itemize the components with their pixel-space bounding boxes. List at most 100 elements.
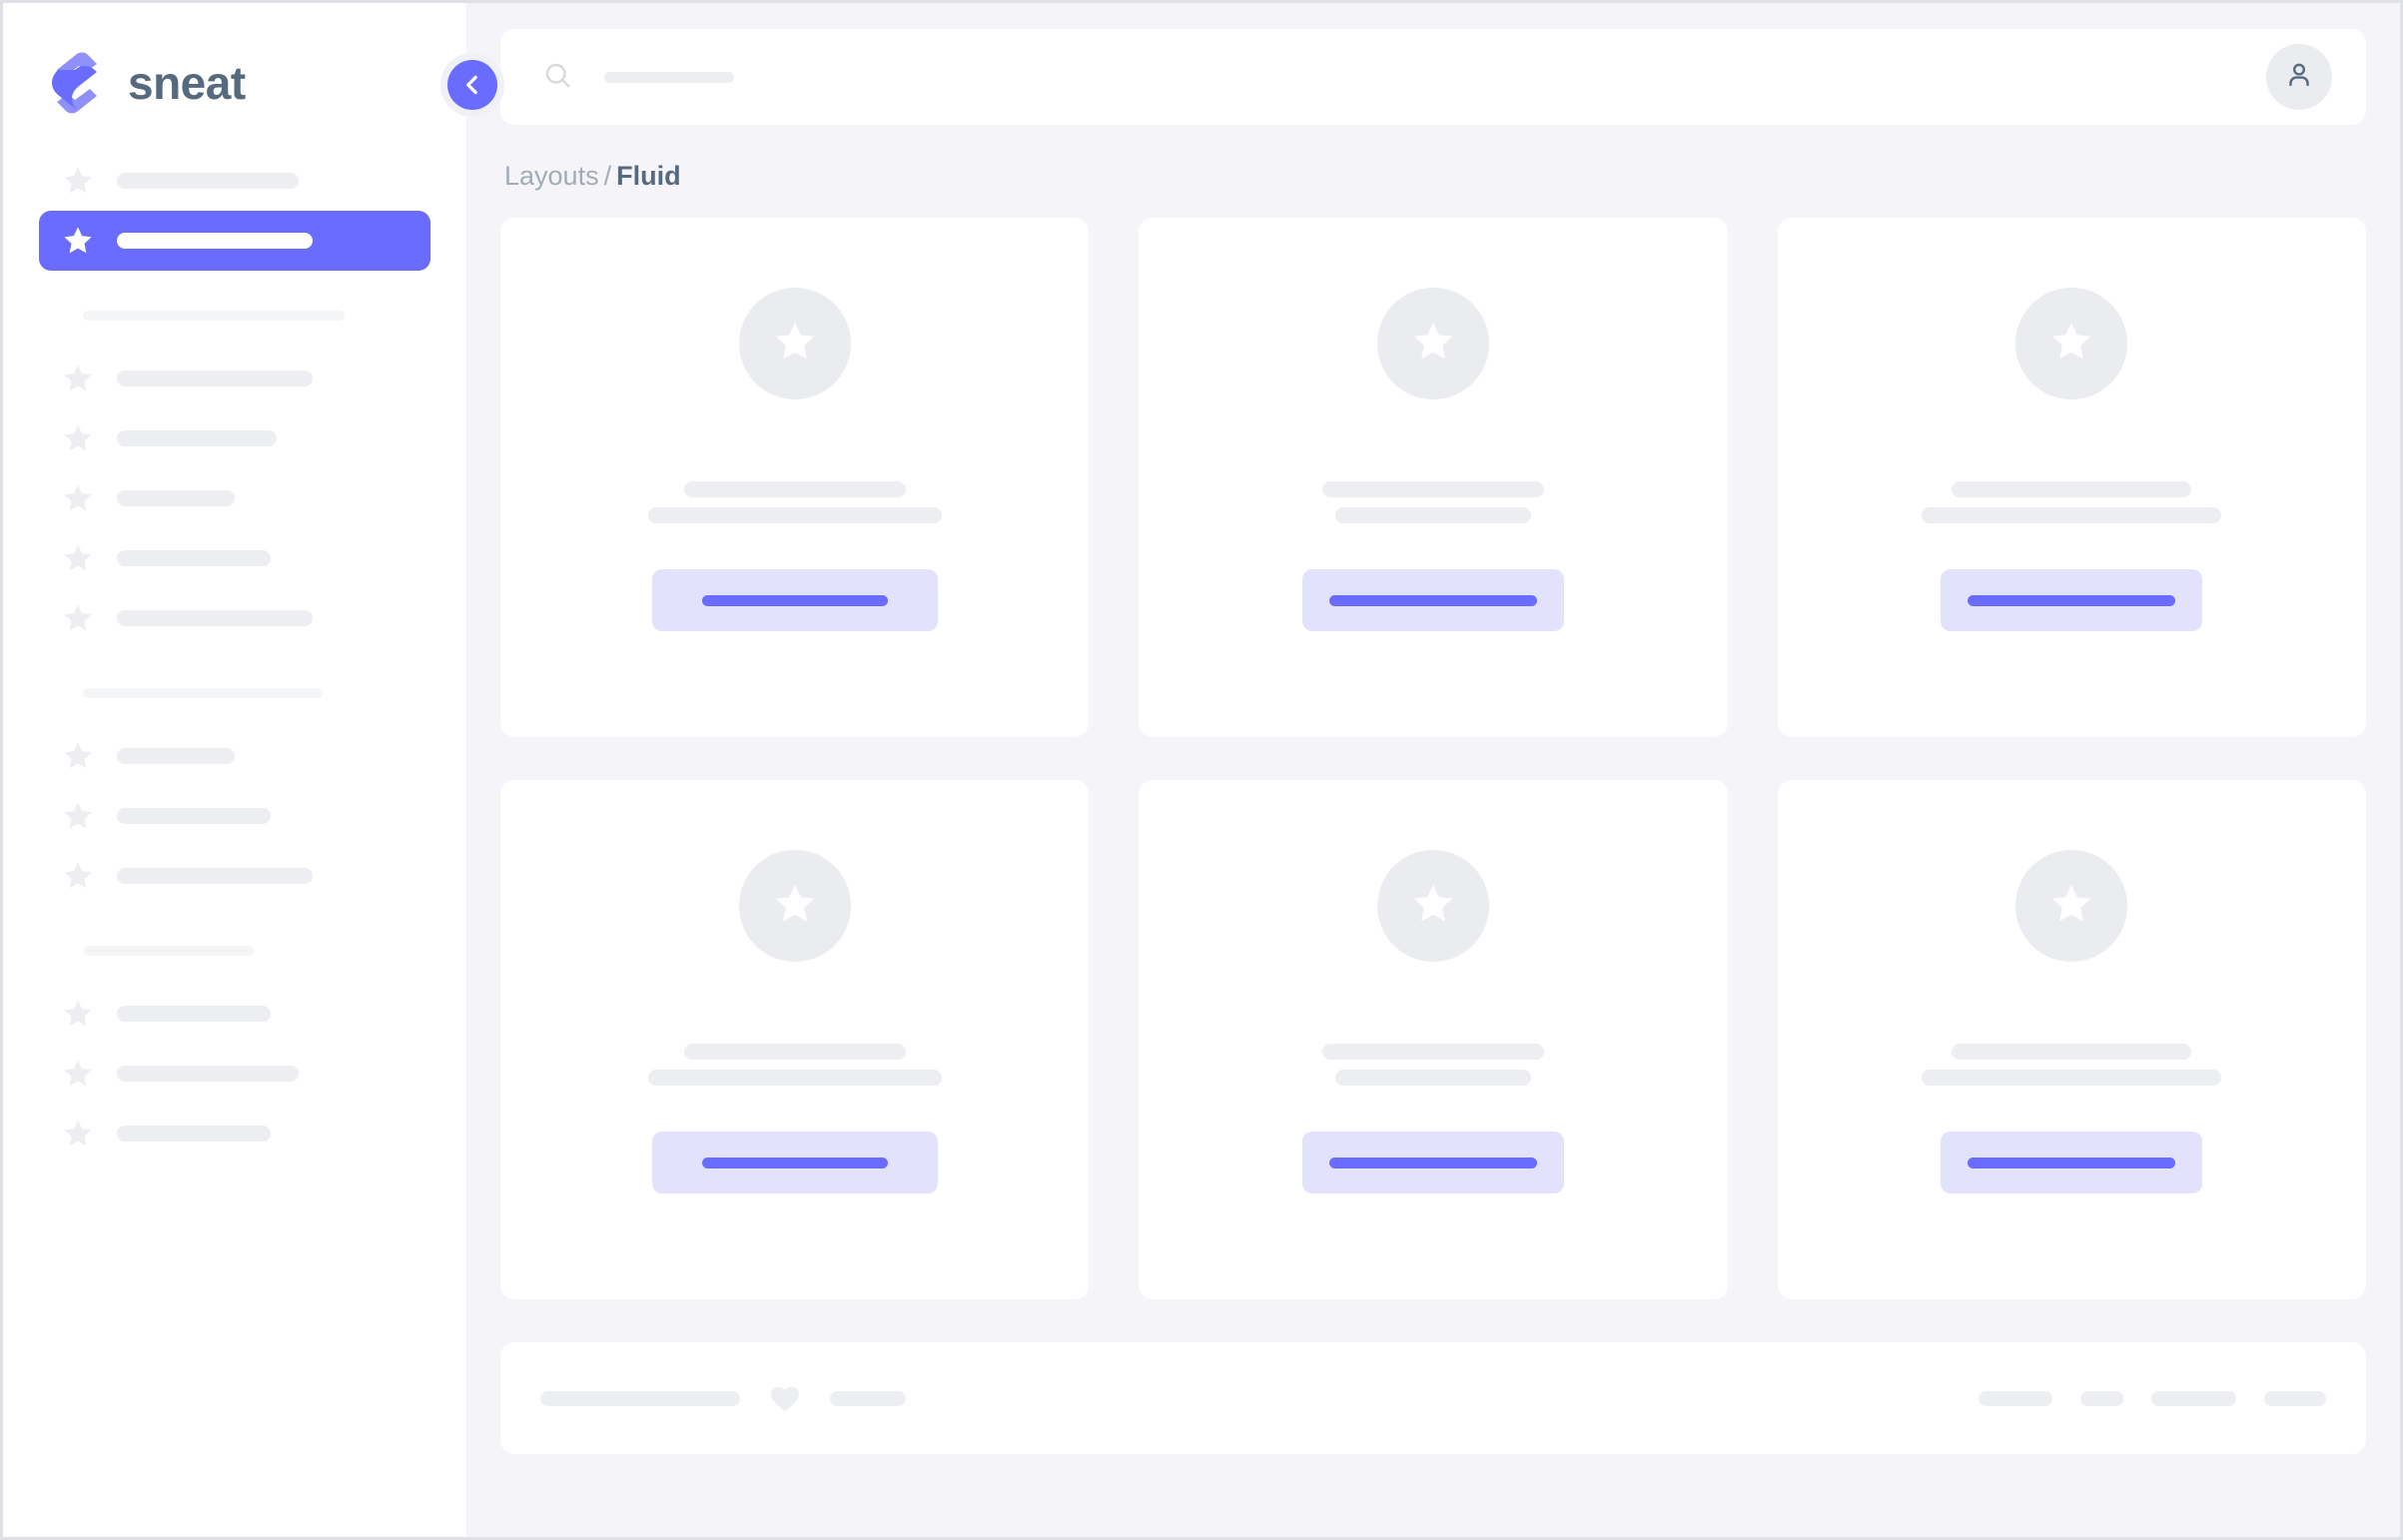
star-icon xyxy=(771,880,819,933)
card-avatar xyxy=(1376,288,1489,399)
breadcrumb: Layouts / Fluid xyxy=(504,163,2366,190)
star-icon xyxy=(61,164,95,198)
sneat-s-logo-icon xyxy=(48,50,106,116)
breadcrumb-current: Fluid xyxy=(616,161,681,191)
sidebar-nav xyxy=(3,151,466,1163)
footer-text-2 xyxy=(830,1390,906,1406)
content-card xyxy=(1139,780,1728,1299)
sidebar-item-label xyxy=(117,808,271,824)
card-avatar xyxy=(738,288,851,399)
footer-link[interactable] xyxy=(2264,1390,2326,1406)
card-title xyxy=(683,1044,906,1060)
sidebar-item[interactable] xyxy=(39,726,430,786)
sidebar-item[interactable] xyxy=(39,1044,430,1104)
sidebar-section-divider xyxy=(83,946,255,956)
star-icon xyxy=(61,224,95,258)
sidebar-item[interactable] xyxy=(39,408,430,468)
card-avatar xyxy=(2015,850,2128,962)
card-action-button[interactable] xyxy=(1941,1132,2203,1193)
card-action-button-label xyxy=(701,594,888,606)
sidebar-item-label xyxy=(117,868,313,884)
card-avatar xyxy=(2015,288,2128,399)
heart-icon xyxy=(768,1381,802,1415)
star-icon xyxy=(1409,318,1457,371)
star-icon xyxy=(61,601,95,635)
content-card xyxy=(1139,218,1728,737)
sidebar-item[interactable] xyxy=(39,151,430,211)
card-subtitle xyxy=(1922,507,2222,523)
sidebar-item[interactable] xyxy=(39,1104,430,1163)
card-subtitle xyxy=(1334,507,1531,523)
chevron-left-icon xyxy=(447,60,497,110)
top-navbar xyxy=(500,29,2366,125)
card-subtitle xyxy=(1334,1070,1531,1086)
main-content: Layouts / Fluid xyxy=(466,3,2400,1537)
card-subtitle xyxy=(647,1070,942,1086)
sidebar-item-label xyxy=(117,173,299,189)
card-action-button-label xyxy=(1968,594,2176,606)
user-icon xyxy=(2283,59,2315,96)
card-action-button[interactable] xyxy=(1301,1132,1564,1193)
star-icon xyxy=(61,421,95,455)
star-icon xyxy=(61,997,95,1031)
content-card xyxy=(1777,218,2366,737)
sidebar-item-label xyxy=(117,1066,299,1082)
card-action-button[interactable] xyxy=(651,1132,938,1193)
sidebar-item-label xyxy=(117,550,271,566)
star-icon xyxy=(61,1057,95,1091)
sidebar-item[interactable] xyxy=(39,786,430,846)
avatar[interactable] xyxy=(2266,44,2332,110)
footer-link[interactable] xyxy=(2151,1390,2236,1406)
card-subtitle xyxy=(1922,1070,2222,1086)
search-input[interactable] xyxy=(604,71,734,83)
footer-link[interactable] xyxy=(1979,1390,2052,1406)
sidebar-item-label xyxy=(117,748,235,764)
sidebar-item[interactable] xyxy=(39,528,430,588)
card-action-button-label xyxy=(1328,594,1537,606)
star-icon xyxy=(61,799,95,833)
star-icon xyxy=(61,481,95,515)
footer-link[interactable] xyxy=(2080,1390,2123,1406)
breadcrumb-separator: / xyxy=(603,161,612,191)
card-avatar xyxy=(1376,850,1489,962)
sidebar-collapse-button[interactable] xyxy=(440,53,504,117)
card-avatar xyxy=(738,850,851,962)
card-action-button[interactable] xyxy=(1941,569,2203,631)
search-icon xyxy=(542,60,572,95)
card-title xyxy=(683,481,906,497)
sidebar-item-label xyxy=(117,371,313,386)
star-icon xyxy=(1409,880,1457,933)
sidebar-section-divider xyxy=(83,311,345,321)
card-action-button[interactable] xyxy=(651,569,938,631)
search-bar[interactable] xyxy=(542,60,2266,95)
sidebar-item[interactable] xyxy=(39,468,430,528)
card-title xyxy=(1952,481,2192,497)
sidebar-item-label xyxy=(117,1126,271,1142)
footer-links xyxy=(1979,1390,2326,1406)
sidebar-item[interactable] xyxy=(39,588,430,648)
page-footer xyxy=(500,1342,2366,1454)
card-action-button-label xyxy=(1968,1156,2176,1168)
sidebar-item-active[interactable] xyxy=(39,211,430,271)
sidebar-item-label xyxy=(117,490,235,506)
star-icon xyxy=(61,1117,95,1151)
star-icon xyxy=(61,739,95,773)
breadcrumb-parent[interactable]: Layouts xyxy=(504,161,599,191)
brand[interactable]: sneat xyxy=(3,3,466,123)
card-action-button[interactable] xyxy=(1301,569,1564,631)
sidebar-item-label xyxy=(117,1006,271,1022)
card-action-button-label xyxy=(1328,1156,1537,1168)
sidebar-item-label xyxy=(117,233,313,249)
sidebar-item[interactable] xyxy=(39,984,430,1044)
star-icon xyxy=(61,859,95,893)
card-action-button-label xyxy=(701,1156,888,1168)
card-title xyxy=(1321,481,1544,497)
footer-text-1 xyxy=(540,1390,740,1406)
card-title xyxy=(1952,1044,2192,1060)
sidebar-section-divider xyxy=(83,688,323,698)
sidebar: sneat xyxy=(3,3,504,1537)
sidebar-item[interactable] xyxy=(39,846,430,906)
sidebar-item[interactable] xyxy=(39,349,430,408)
footer-left xyxy=(540,1381,906,1415)
